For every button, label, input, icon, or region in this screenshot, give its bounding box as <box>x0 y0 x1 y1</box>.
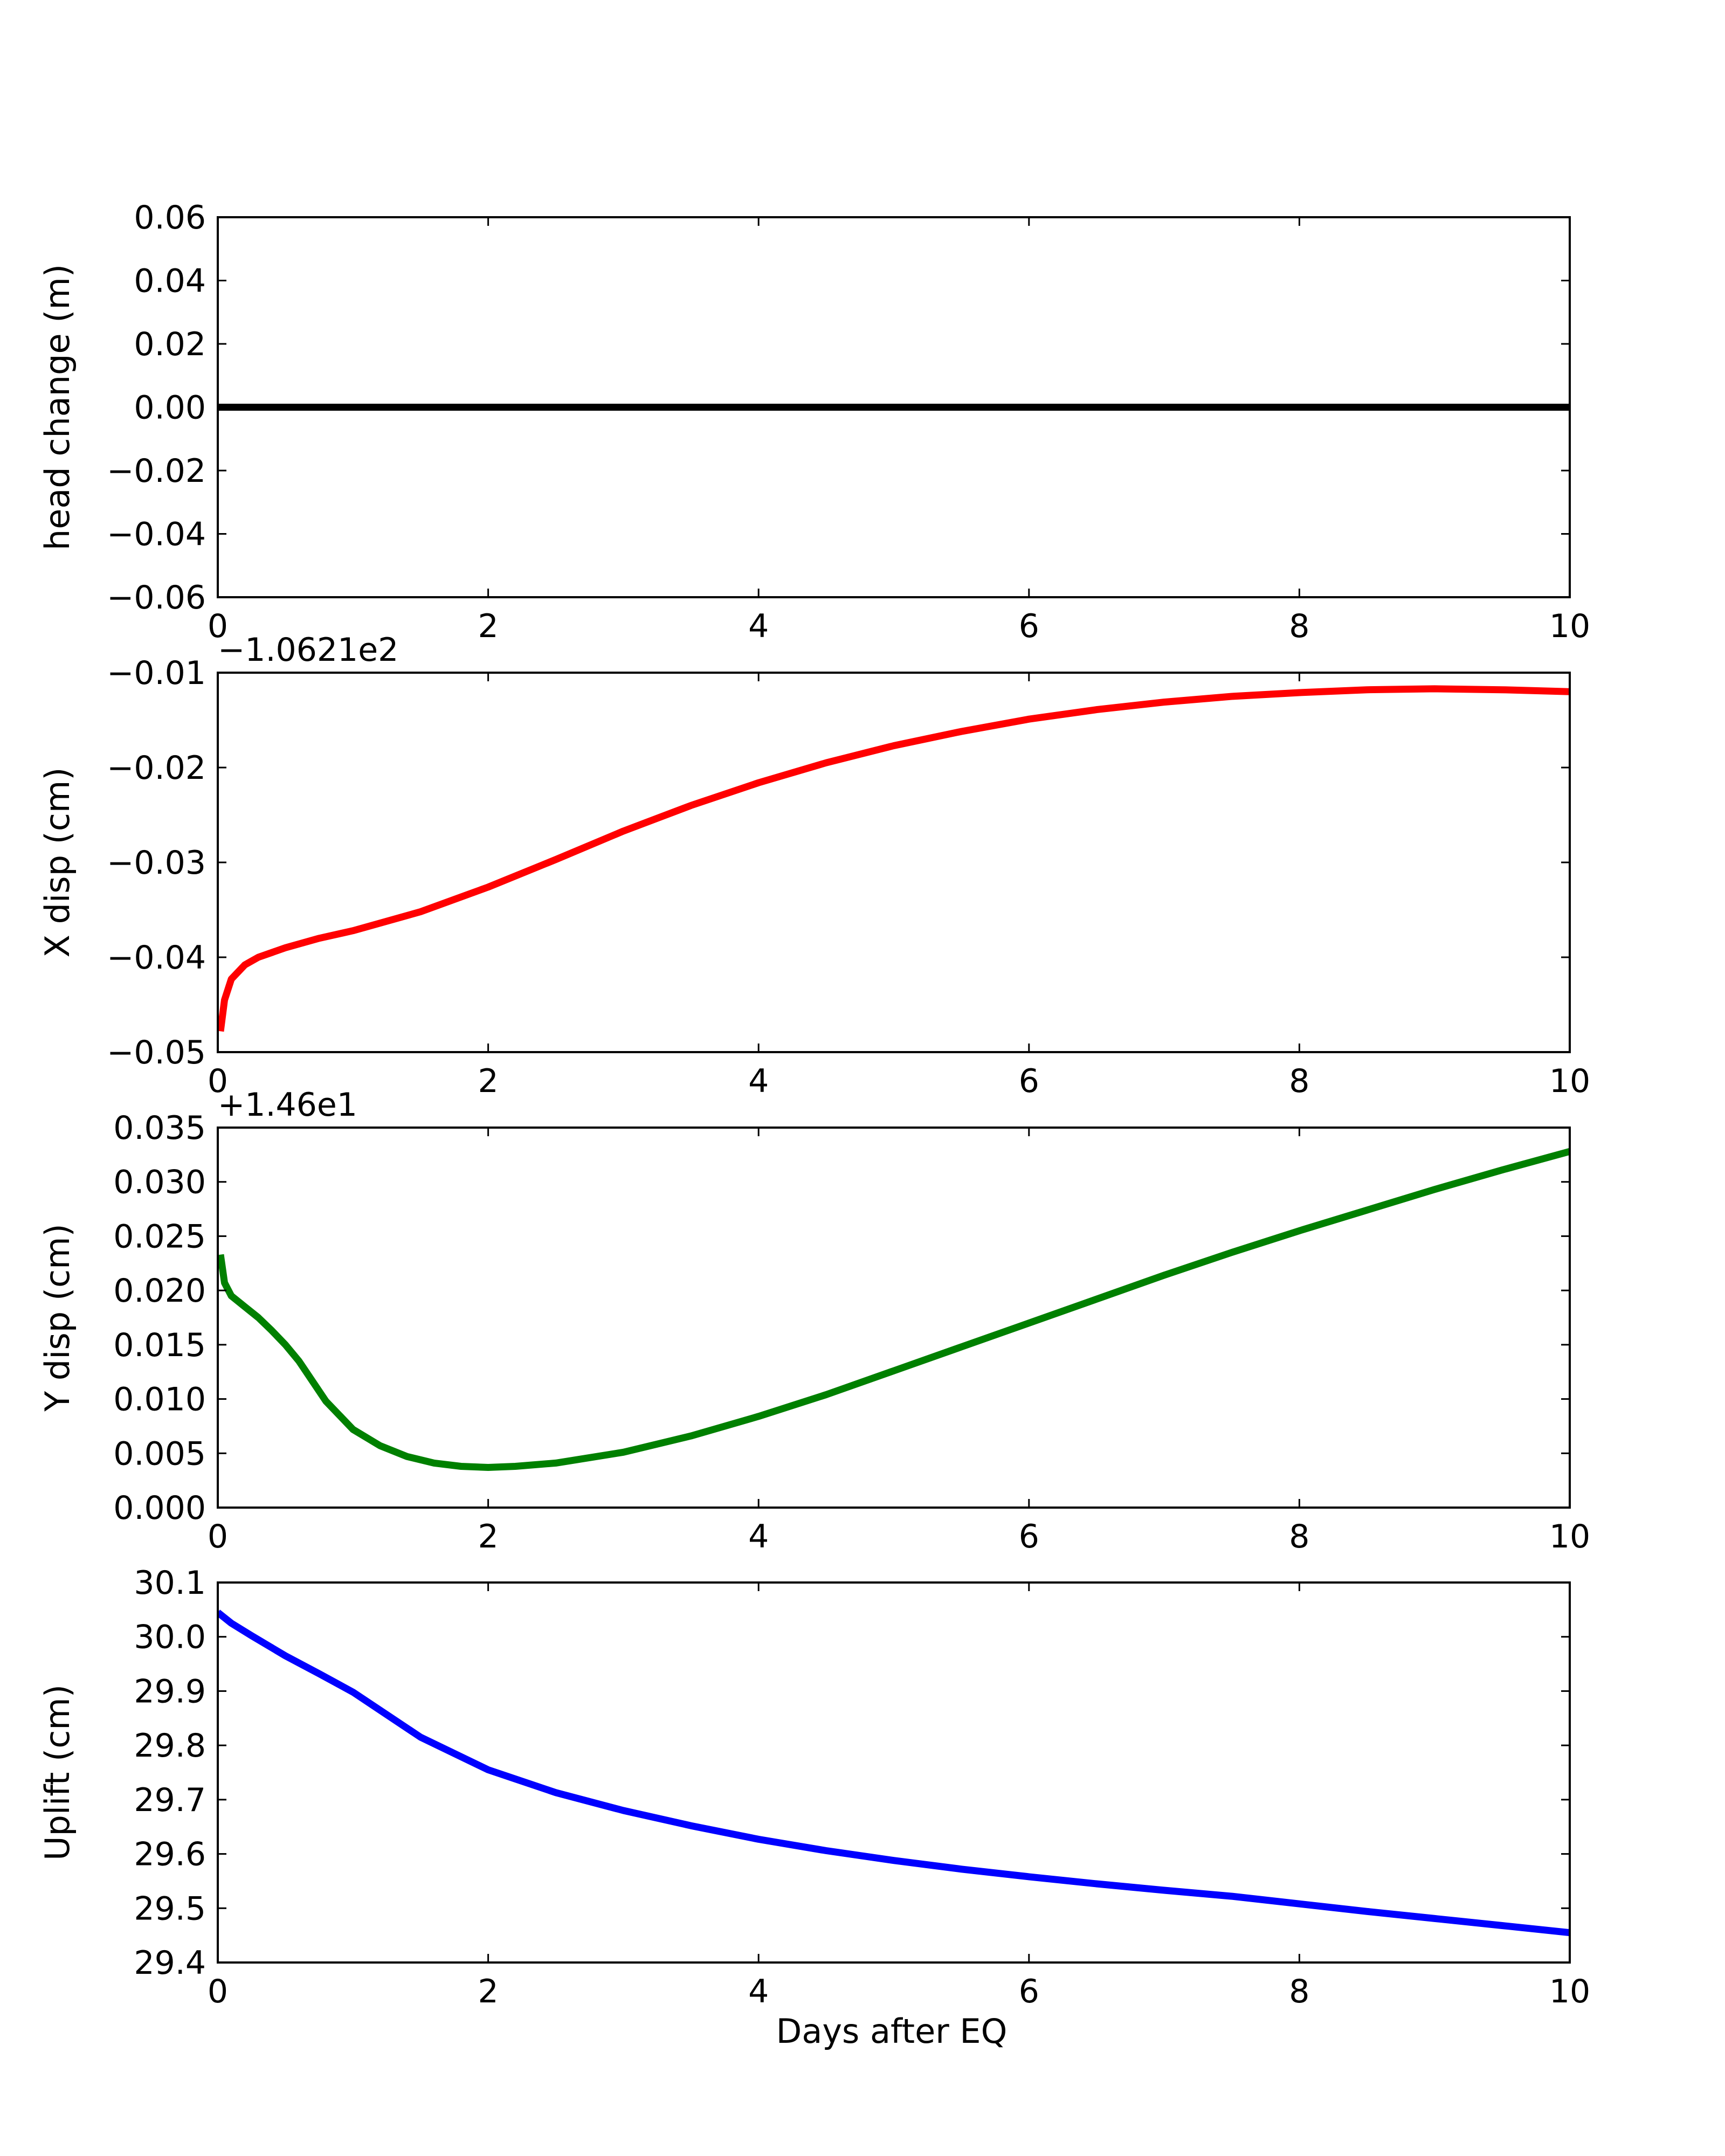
y-tick-label: 0.02 <box>134 326 206 363</box>
x-tick-label: 0 <box>208 607 228 645</box>
x-tick-label: 2 <box>478 607 499 645</box>
y-tick-label: 0.010 <box>113 1381 206 1419</box>
x-tick-label: 10 <box>1549 1973 1590 2010</box>
y-tick-label: −0.04 <box>107 939 206 977</box>
x-tick-label: 10 <box>1549 1518 1590 1556</box>
y-tick-label: 0.00 <box>134 389 206 427</box>
y-tick-label: 0.000 <box>113 1489 206 1527</box>
series-line-1 <box>218 685 1570 1032</box>
x-tick-label: 10 <box>1549 607 1590 645</box>
plot-frame <box>217 1127 1571 1509</box>
y-tick-label: 0.030 <box>113 1164 206 1201</box>
subplot-4: 0 2 4 6 8 10 29.4 29.5 29.6 29.7 29.8 29.9 30.0 30.1 U… <box>38 1564 1590 2010</box>
axis-offset-label: +1.46e1 <box>218 1086 357 1124</box>
x-tick-label: 6 <box>1019 1062 1039 1100</box>
y-axis-label: Y disp (cm) <box>38 1224 77 1412</box>
subplot-3: 0 2 4 6 8 10 0.000 0.005 0.010 0.015 0.020 0.025 0.0… <box>38 1086 1590 1556</box>
y-tick-label: −0.02 <box>107 749 206 787</box>
y-tick-label: −0.04 <box>107 516 206 554</box>
x-tick-label: 8 <box>1289 607 1309 645</box>
x-axis-label: Days after EQ <box>776 2012 1008 2051</box>
subplots: 0 2 4 6 8 10 −0.06 −0.04 −0.02 0.00 0.02 0.04 0.06 he… <box>38 199 1590 2010</box>
x-tick-label: 4 <box>748 1973 769 2010</box>
x-tick-label: 2 <box>478 1062 499 1100</box>
x-tick-label: 8 <box>1289 1518 1309 1556</box>
y-tick-label: 0.025 <box>113 1218 206 1255</box>
x-tick-label: 0 <box>208 1518 228 1556</box>
x-tick-label: 8 <box>1289 1062 1309 1100</box>
y-axis-label: X disp (cm) <box>38 768 77 958</box>
x-tick-label: 0 <box>208 1973 228 2010</box>
series-line-1 <box>218 1609 1570 1937</box>
subplot-2: 0 2 4 6 8 10 −0.05 −0.04 −0.03 −0.02 −0.01 X disp (… <box>38 631 1590 1100</box>
y-tick-label: 0.015 <box>113 1326 206 1364</box>
x-tick-label: 4 <box>748 607 769 645</box>
y-tick-label: 29.6 <box>134 1836 206 1874</box>
x-tick-label: 10 <box>1549 1062 1590 1100</box>
y-tick-label: −0.02 <box>107 452 206 490</box>
y-tick-label: 29.5 <box>134 1890 206 1927</box>
y-tick-label: −0.06 <box>107 579 206 617</box>
y-tick-label: 29.4 <box>134 1944 206 1982</box>
y-tick-label: 0.035 <box>113 1109 206 1147</box>
y-tick-label: −0.03 <box>107 844 206 882</box>
y-axis-label: Uplift (cm) <box>38 1684 77 1861</box>
y-tick-label: 0.04 <box>134 262 206 300</box>
y-tick-label: 29.7 <box>134 1781 206 1819</box>
x-tick-label: 8 <box>1289 1973 1309 2010</box>
y-tick-label: 30.1 <box>134 1564 206 1602</box>
y-tick-label: 0.06 <box>134 199 206 237</box>
y-tick-label: 30.0 <box>134 1619 206 1656</box>
y-tick-label: −0.05 <box>107 1034 206 1072</box>
y-tick-label: −0.01 <box>107 654 206 692</box>
series-line-1 <box>218 1148 1570 1471</box>
y-tick-label: 0.020 <box>113 1272 206 1310</box>
x-tick-label: 6 <box>1019 1518 1039 1556</box>
x-tick-label: 4 <box>748 1062 769 1100</box>
subplot-1: 0 2 4 6 8 10 −0.06 −0.04 −0.02 0.00 0.02 0.04 0.06 he… <box>38 199 1590 645</box>
x-tick-label: 6 <box>1019 1973 1039 2010</box>
x-tick-label: 0 <box>208 1062 228 1100</box>
y-tick-label: 0.005 <box>113 1435 206 1473</box>
x-tick-label: 2 <box>478 1518 499 1556</box>
x-tick-label: 6 <box>1019 607 1039 645</box>
plot-frame <box>217 1581 1571 1964</box>
y-axis-label: head change (m) <box>38 264 77 550</box>
x-tick-label: 2 <box>478 1973 499 2010</box>
y-tick-label: 29.9 <box>134 1673 206 1710</box>
y-tick-label: 29.8 <box>134 1727 206 1765</box>
axis-offset-label: −1.0621e2 <box>218 631 398 669</box>
x-tick-label: 4 <box>748 1518 769 1556</box>
